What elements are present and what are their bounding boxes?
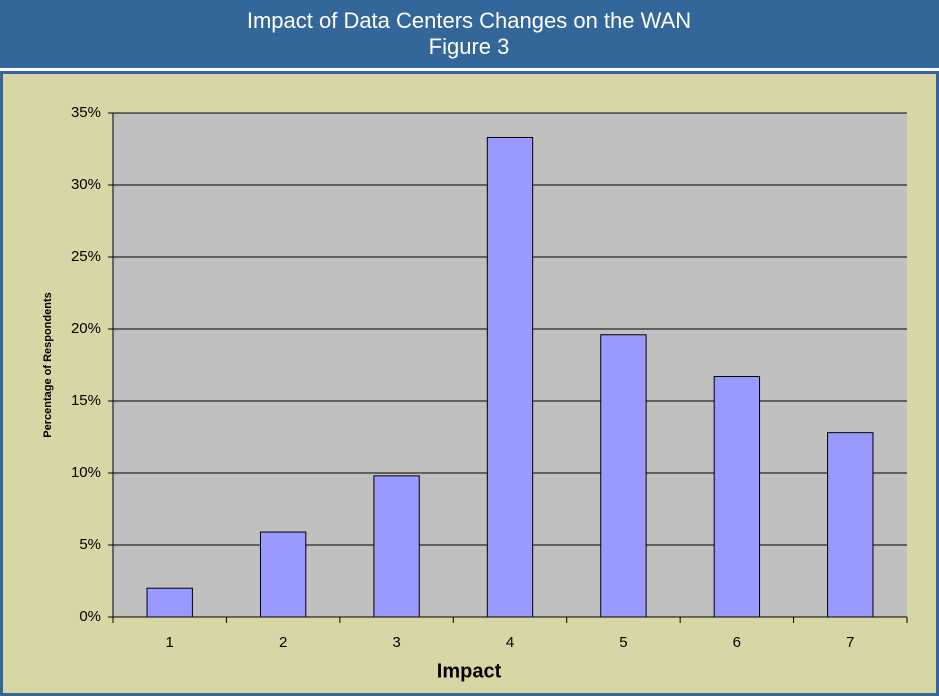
x-axis-label: Impact [437, 660, 502, 682]
y-tick-label: 0% [79, 608, 101, 625]
y-tick-label: 15% [71, 392, 101, 409]
bar [827, 432, 874, 618]
y-tick-label: 35% [71, 104, 101, 121]
header-band [0, 0, 939, 68]
x-tick-label: 5 [619, 634, 627, 651]
bar [146, 587, 193, 618]
bar [713, 376, 761, 618]
x-tick-label: 4 [506, 634, 514, 651]
y-tick-label: 20% [71, 320, 101, 337]
x-tick-label: 2 [279, 634, 287, 651]
bar [600, 334, 647, 618]
y-tick-label: 5% [79, 536, 101, 553]
y-tick-label: 10% [71, 464, 101, 481]
x-tick-label: 3 [392, 634, 400, 651]
x-tick-label: 7 [846, 634, 854, 651]
x-tick-label: 6 [733, 634, 741, 651]
chart-subtitle: Figure 3 [429, 34, 510, 59]
chart-title: Impact of Data Centers Changes on the WA… [247, 8, 691, 33]
bar [259, 531, 307, 618]
y-axis-label: Percentage of Respondents [42, 292, 54, 437]
bar [486, 136, 534, 618]
y-tick-label: 30% [71, 176, 101, 193]
x-tick-label: 1 [166, 634, 174, 651]
y-tick-label: 25% [71, 248, 101, 265]
bar [373, 475, 420, 618]
